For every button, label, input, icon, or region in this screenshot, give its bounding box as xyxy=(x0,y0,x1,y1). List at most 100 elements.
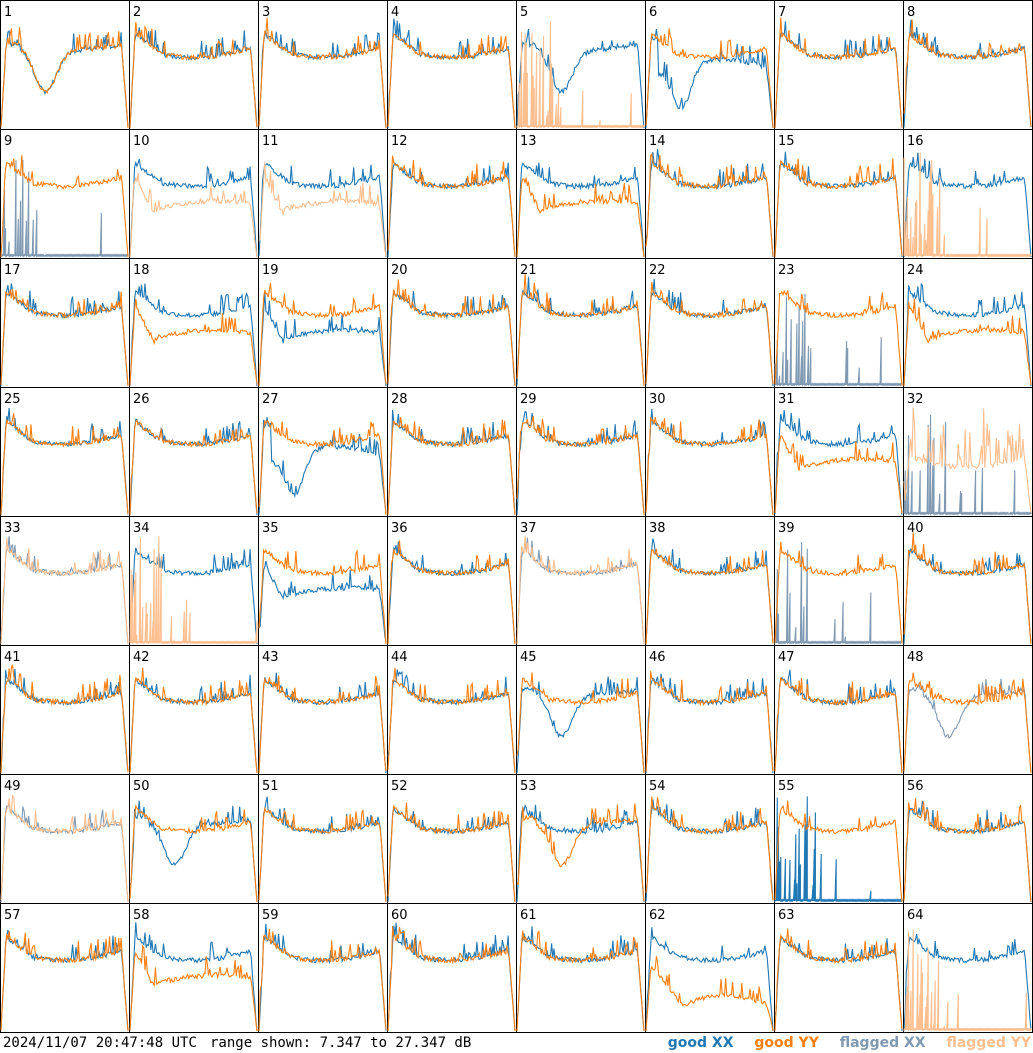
panel-label: 25 xyxy=(4,392,21,407)
panel-label: 24 xyxy=(907,263,924,278)
panel-4: 4 xyxy=(387,0,517,130)
panel-frame xyxy=(0,387,130,517)
series-yy-line xyxy=(129,298,258,386)
panel-frame xyxy=(516,645,646,775)
series-yy-line xyxy=(516,21,645,129)
panel-label: 1 xyxy=(4,5,12,20)
series-xx-line xyxy=(258,162,387,258)
panel-label: 7 xyxy=(778,5,786,20)
panel-6: 6 xyxy=(645,0,775,130)
panel-label: 39 xyxy=(778,521,795,536)
panel-label: 20 xyxy=(391,263,408,278)
series-yy-line xyxy=(516,672,645,774)
panel-label: 56 xyxy=(907,779,924,794)
panel-3: 3 xyxy=(258,0,388,130)
panel-43: 43 xyxy=(258,645,388,775)
series-xx-line xyxy=(258,560,387,643)
panel-frame xyxy=(258,903,388,1033)
panel-label: 21 xyxy=(520,263,537,278)
series-xx-line xyxy=(903,282,1032,387)
series-yy-line xyxy=(903,929,1032,1032)
series-yy-line xyxy=(774,435,903,514)
panel-frame xyxy=(903,903,1033,1033)
panel-label: 19 xyxy=(262,263,279,278)
series-yy-line xyxy=(645,281,774,385)
panel-label: 22 xyxy=(649,263,666,278)
series-yy-line xyxy=(0,793,129,903)
series-yy-line xyxy=(387,667,516,774)
panel-26: 26 xyxy=(129,387,259,517)
legend-flagged-xx: flagged XX xyxy=(839,1035,926,1051)
panel-label: 62 xyxy=(649,908,666,923)
panel-label: 33 xyxy=(4,521,21,536)
series-yy-line xyxy=(516,535,645,645)
panel-label: 55 xyxy=(778,779,795,794)
panel-21: 21 xyxy=(516,258,646,388)
panel-label: 32 xyxy=(907,392,924,407)
series-yy-line xyxy=(645,956,774,1032)
panel-36: 36 xyxy=(387,516,517,646)
panel-label: 11 xyxy=(262,134,279,149)
panel-frame xyxy=(387,903,517,1033)
panel-52: 52 xyxy=(387,774,517,904)
series-xx-line xyxy=(129,283,258,387)
panel-label: 43 xyxy=(262,650,279,665)
series-yy-line xyxy=(258,806,387,903)
panel-frame xyxy=(516,129,646,259)
panel-label: 37 xyxy=(520,521,537,536)
series-yy-line xyxy=(645,796,774,901)
series-yy-line xyxy=(387,925,516,1032)
series-yy-line xyxy=(516,803,645,902)
panel-frame xyxy=(774,0,904,130)
range-shown: range shown: 7.347 to 27.347 dB xyxy=(210,1035,472,1051)
panel-label: 8 xyxy=(907,5,915,20)
panel-frame xyxy=(774,645,904,775)
panel-23: 23 xyxy=(774,258,904,388)
panel-49: 49 xyxy=(0,774,130,904)
panel-15: 15 xyxy=(774,129,904,259)
panel-frame xyxy=(129,645,259,775)
panel-frame xyxy=(0,774,130,904)
series-yy-line xyxy=(258,420,387,515)
panel-57: 57 xyxy=(0,903,130,1033)
panel-22: 22 xyxy=(645,258,775,388)
panel-39: 39 xyxy=(774,516,904,646)
series-xx-line xyxy=(129,547,258,645)
panel-label: 47 xyxy=(778,650,795,665)
series-yy-line xyxy=(774,158,903,258)
panel-9: 9 xyxy=(0,129,130,259)
panel-frame xyxy=(129,0,259,130)
panel-label: 63 xyxy=(778,908,795,923)
panel-30: 30 xyxy=(645,387,775,517)
panel-17: 17 xyxy=(0,258,130,388)
series-yy-line xyxy=(129,944,258,1032)
series-xx-line xyxy=(516,804,645,903)
panel-label: 46 xyxy=(649,650,666,665)
panel-frame xyxy=(0,645,130,775)
panel-label: 53 xyxy=(520,779,537,794)
series-yy-line xyxy=(516,415,645,516)
panel-frame xyxy=(0,516,130,646)
panel-frame xyxy=(903,645,1033,775)
panel-53: 53 xyxy=(516,774,646,904)
panel-10: 10 xyxy=(129,129,259,259)
panel-label: 15 xyxy=(778,134,795,149)
series-xx-line xyxy=(516,28,645,129)
panel-label: 3 xyxy=(262,5,270,20)
series-yy-line xyxy=(387,417,516,516)
panel-label: 13 xyxy=(520,134,537,149)
series-yy-line xyxy=(387,279,516,386)
panel-frame xyxy=(645,387,775,517)
panel-label: 31 xyxy=(778,392,795,407)
legend-flagged-yy: flagged YY xyxy=(946,1035,1031,1051)
panel-64: 64 xyxy=(903,903,1033,1033)
panel-31: 31 xyxy=(774,387,904,517)
panel-47: 47 xyxy=(774,645,904,775)
series-yy-line xyxy=(516,177,645,258)
panel-14: 14 xyxy=(645,129,775,259)
panel-frame xyxy=(903,0,1033,130)
series-xx-line xyxy=(258,417,387,516)
panel-label: 49 xyxy=(4,779,21,794)
panel-label: 38 xyxy=(649,521,666,536)
series-yy-line xyxy=(387,33,516,129)
